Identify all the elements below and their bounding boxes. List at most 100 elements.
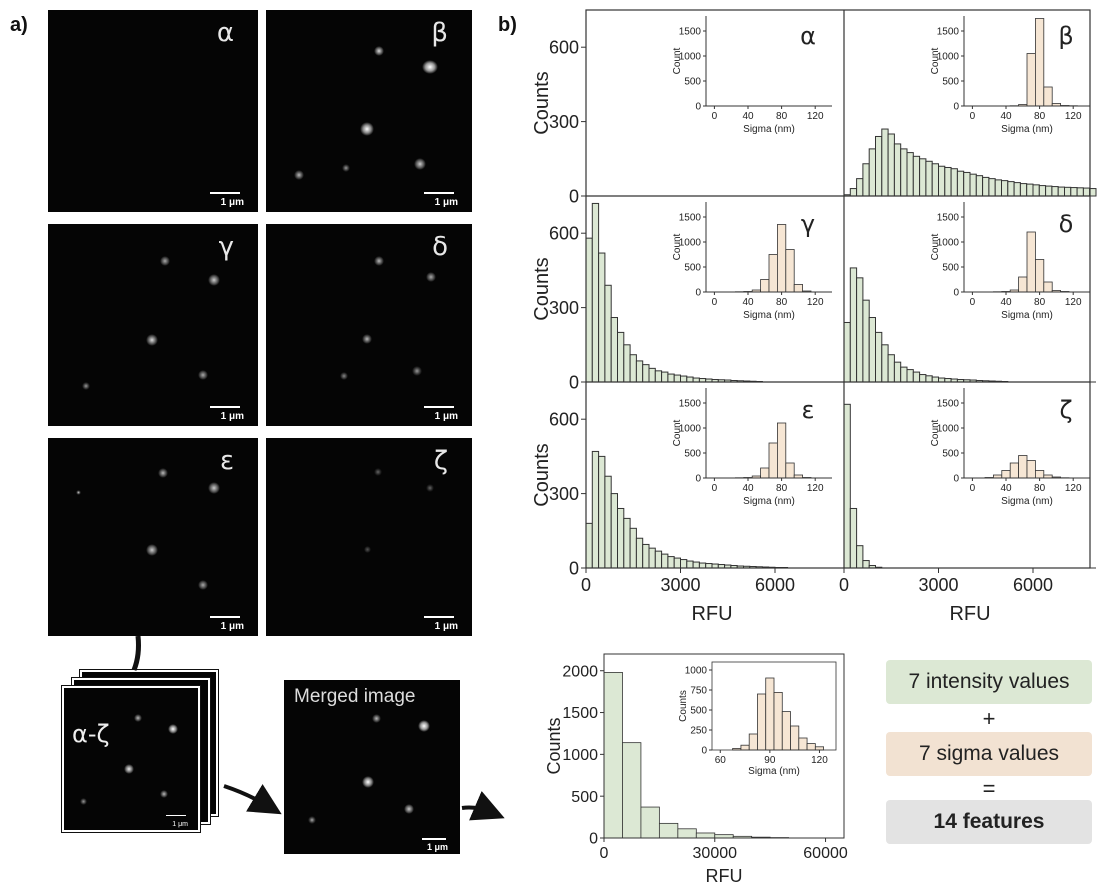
histogram-bar (610, 493, 619, 569)
histogram-bar (944, 166, 952, 197)
y-tick-label: 500 (942, 77, 959, 88)
histogram-bar (642, 543, 650, 569)
histogram-bar (1001, 180, 1009, 197)
x-tick-label: 40 (742, 483, 754, 494)
histogram-bar (906, 369, 914, 383)
histogram-bar (661, 371, 669, 383)
x-axis-label: RFU (706, 866, 743, 886)
inset-bar (1026, 231, 1036, 293)
x-tick-label: 0 (600, 845, 609, 862)
x-tick-label: 80 (1034, 483, 1046, 494)
fluorescent-spot (208, 274, 220, 286)
inset-bar (768, 442, 778, 479)
histogram-bar (881, 128, 889, 197)
scale-bar-label: 1 μm (434, 197, 458, 208)
y-tick-label: 500 (942, 449, 959, 460)
histogram-bar (622, 742, 642, 839)
histogram-bar (1051, 186, 1059, 197)
micrograph-beta: β 1 μm (266, 10, 472, 212)
histogram-bar (843, 403, 851, 569)
micrograph-delta: δ 1 μm (266, 224, 472, 426)
histogram-bar (1013, 182, 1021, 197)
inset-x-axis-label: Sigma (nm) (1001, 124, 1053, 135)
x-tick-label: 80 (1034, 111, 1046, 122)
arrow-merged-to-chart (461, 790, 505, 821)
histogram-bar (680, 559, 688, 569)
inset-x-axis-label: Sigma (nm) (743, 310, 795, 321)
histogram-bar (925, 160, 933, 197)
histogram-bar (938, 165, 946, 197)
equals-sign: = (982, 776, 996, 801)
x-tick-label: 0 (712, 483, 718, 494)
micrograph-label: γ (218, 232, 234, 262)
histogram-bar (925, 375, 933, 383)
y-tick-label: 250 (690, 726, 707, 737)
y-tick-label: 300 (549, 484, 579, 504)
histogram-bar (692, 561, 700, 569)
x-tick-label: 40 (1000, 111, 1012, 122)
arrow-stack-to-merged (223, 784, 282, 815)
histogram-bar (677, 828, 697, 839)
micrograph-zeta: ζ 1 μm (266, 438, 472, 636)
histogram-bar (598, 455, 606, 569)
panel-greek-label: δ (1059, 210, 1074, 238)
x-tick-label: 80 (776, 483, 788, 494)
histogram-bar (610, 317, 619, 383)
scale-bar (210, 406, 240, 408)
micrograph-label: α (216, 18, 234, 48)
y-tick-label: 0 (695, 102, 701, 113)
y-tick-label: 1000 (937, 238, 960, 249)
fluorescent-spot (374, 468, 382, 476)
histogram-bar (843, 321, 851, 383)
scale-bar (424, 616, 454, 618)
inset-x-axis-label: Sigma (nm) (1001, 310, 1053, 321)
histogram-bar (635, 360, 644, 383)
histogram-bar (963, 171, 971, 197)
x-tick-label: 40 (1000, 483, 1012, 494)
histogram-bar (1032, 184, 1040, 197)
x-tick-label: 0 (970, 483, 976, 494)
histogram-bar (849, 267, 858, 383)
inset-bar (1026, 460, 1036, 479)
inset-x-axis-label: Sigma (nm) (748, 766, 800, 777)
y-tick-label: 1000 (937, 52, 960, 63)
inset-x-axis-label: Sigma (nm) (743, 496, 795, 507)
histogram-bar (950, 168, 958, 197)
merged-image: Merged image 1 μm (284, 680, 460, 854)
x-tick-label: 120 (1065, 297, 1082, 308)
x-axis-label: RFU (691, 603, 732, 625)
micrograph-epsilon: ε 1 μm (48, 438, 258, 636)
histogram-bar (887, 133, 895, 197)
histogram-bar (975, 175, 984, 197)
scale-bar (424, 192, 454, 194)
x-tick-label: 30000 (693, 845, 738, 862)
histogram-bar (1045, 185, 1053, 197)
x-tick-label: 120 (807, 483, 824, 494)
fluorescent-spot (372, 714, 381, 723)
histogram-bar (919, 374, 927, 383)
fluorescent-spot (418, 720, 430, 732)
sigma-values-box: 7 sigma values (886, 732, 1092, 776)
histogram-bar (1082, 187, 1091, 197)
inset-bar (781, 711, 791, 751)
histogram-bar (856, 545, 864, 569)
histogram-bar (673, 374, 682, 383)
histogram-bar (1057, 186, 1065, 197)
histogram-bar (604, 475, 612, 569)
y-tick-label: 1500 (937, 399, 960, 410)
y-axis-label: Counts (531, 257, 553, 320)
scale-bar (210, 192, 240, 194)
x-tick-label: 0 (970, 111, 976, 122)
y-tick-label: 0 (953, 288, 959, 299)
inset-bar (773, 692, 783, 751)
y-tick-label: 500 (684, 77, 701, 88)
histogram-bar (661, 553, 669, 569)
scale-bar (424, 406, 454, 408)
inset-bar (740, 744, 750, 751)
histogram-bar (982, 176, 990, 197)
histogram-bar (875, 135, 883, 197)
micrograph-label: δ (432, 232, 448, 262)
histogram-bar (988, 178, 996, 197)
